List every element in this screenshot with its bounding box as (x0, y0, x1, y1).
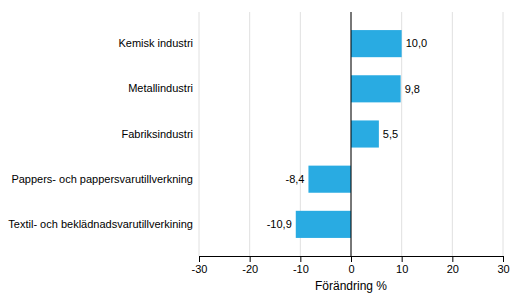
x-tick: -30 (192, 256, 208, 275)
x-tick-mark (351, 256, 352, 262)
y-tick-label: Fabriksindustri (121, 128, 193, 140)
data-labels: 10,0 9,8 5,5 -8,4 -10,9 (267, 37, 427, 230)
bar (351, 30, 402, 57)
x-tick-label: -20 (242, 263, 258, 275)
data-label: 5,5 (383, 128, 398, 140)
bar (308, 166, 351, 193)
grid-line (199, 12, 200, 256)
x-axis-title: Förändring % (315, 279, 387, 293)
x-tick: -20 (242, 256, 258, 275)
x-tick-mark (452, 256, 453, 262)
bar (296, 211, 351, 238)
x-axis-line (200, 257, 504, 263)
grid-line (503, 12, 504, 256)
data-label: -10,9 (267, 218, 292, 230)
x-tick-label: 20 (447, 263, 459, 275)
y-tick-label: Textil- och beklädnadsvarutillverkining (8, 218, 193, 230)
x-tick: 10 (396, 256, 408, 275)
data-label: 9,8 (405, 83, 420, 95)
zero-line (351, 12, 352, 256)
bar (351, 120, 379, 147)
x-tick-mark (300, 256, 301, 262)
x-tick-mark (503, 256, 504, 262)
y-tick: Textil- och beklädnadsvarutillverkining (8, 218, 199, 230)
bars (296, 30, 402, 238)
x-tick: -10 (293, 256, 309, 275)
y-tick-label: Pappers- och pappersvarutillverkning (11, 173, 193, 185)
x-tick: 30 (497, 256, 509, 275)
y-tick: Metallindustri (128, 82, 199, 94)
x-tick: 20 (447, 256, 459, 275)
grid-line (452, 12, 453, 256)
x-tick-label: -30 (192, 263, 208, 275)
y-tick: Fabriksindustri (121, 128, 199, 140)
x-tick-label: -10 (293, 263, 309, 275)
x-axis: -30 -20 -10 0 10 20 30 (192, 256, 510, 275)
bar (351, 75, 401, 102)
x-tick-label: 10 (396, 263, 408, 275)
x-tick-mark (199, 256, 200, 262)
y-tick: Pappers- och pappersvarutillverkning (11, 173, 199, 185)
x-tick: 0 (348, 256, 354, 275)
grid (199, 12, 503, 256)
y-tick: Kemisk industri (118, 37, 199, 49)
x-tick-mark (250, 256, 251, 262)
chart: -30 -20 -10 0 10 20 30 Kemisk industri Metallind… (0, 0, 525, 300)
data-label: -8,4 (285, 173, 304, 185)
x-tick-label: 30 (497, 263, 509, 275)
plot: -30 -20 -10 0 10 20 30 Kemisk industri Metallind… (8, 12, 509, 275)
data-label: 10,0 (406, 37, 427, 49)
y-tick-label: Kemisk industri (118, 37, 193, 49)
grid-line (249, 12, 250, 256)
grid-line (351, 12, 352, 256)
y-tick-label: Metallindustri (128, 82, 193, 94)
x-tick-label: 0 (348, 263, 354, 275)
y-axis: Kemisk industri Metallindustri Fabriksindu… (8, 37, 199, 230)
x-tick-mark (402, 256, 403, 262)
